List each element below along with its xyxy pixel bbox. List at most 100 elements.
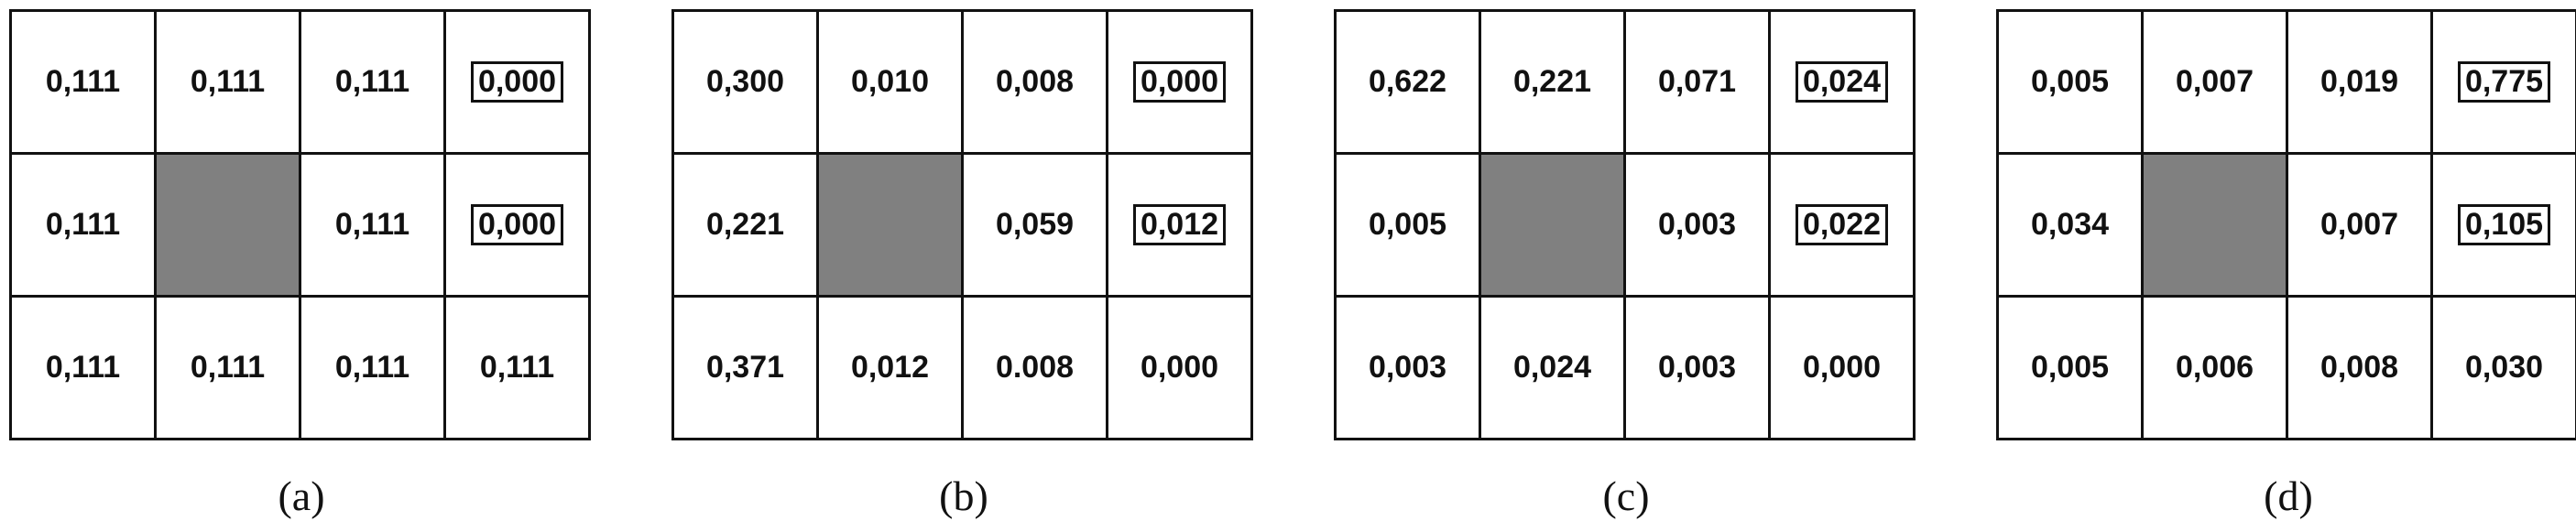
state-cell: 0,005 [1999, 12, 2144, 155]
obstacle-cell [157, 155, 301, 298]
cell-value: 0,003 [1368, 350, 1447, 385]
cell-value: 0,003 [1657, 350, 1737, 385]
state-cell: 0,034 [1999, 155, 2144, 298]
cell-value: 0,000 [1140, 350, 1219, 385]
terminal-value: 0,024 [1795, 60, 1889, 103]
state-cell: 0,019 [2288, 12, 2433, 155]
terminal-state-cell: 0,105 [2433, 155, 2576, 298]
panel-caption: (d) [2264, 472, 2313, 519]
cell-value: 0,005 [2030, 64, 2110, 99]
cell-value: 0,003 [1657, 207, 1737, 242]
cell-value: 0,371 [705, 350, 785, 385]
cell-value: 0,007 [2175, 64, 2254, 99]
state-cell: 0,059 [964, 155, 1108, 298]
cell-value: 0,221 [705, 207, 785, 242]
panel-caption: (a) [278, 472, 325, 519]
cell-value: 0,030 [2464, 350, 2544, 385]
cell-value: 0,007 [2319, 207, 2399, 242]
cell-value: 0,111 [479, 350, 555, 385]
panel-caption: (b) [939, 472, 988, 519]
state-cell: 0,005 [1337, 155, 1481, 298]
probability-grid: 0,111 0,111 0,111 0,000 0,111 0,111 0,000 0,111… [9, 9, 591, 440]
state-cell: 0,006 [2144, 298, 2288, 440]
state-cell: 0,000 [1108, 298, 1253, 440]
grid-panel: 0,622 0,221 0,071 0,024 0,005 0,003 0,022 0,003… [1334, 9, 1918, 519]
state-cell: 0,000 [1771, 298, 1916, 440]
cell-value: 0,005 [2030, 350, 2110, 385]
cell-value: 0,005 [1368, 207, 1447, 242]
panel-caption: (c) [1602, 472, 1650, 519]
obstacle-cell [2144, 155, 2288, 298]
cell-value: 0,111 [190, 350, 266, 385]
cell-value: 0,034 [2030, 207, 2110, 242]
terminal-state-cell: 0,022 [1771, 155, 1916, 298]
cell-value: 0,000 [1802, 350, 1882, 385]
state-cell: 0,300 [674, 12, 819, 155]
state-cell: 0,012 [819, 298, 964, 440]
probability-grid: 0,300 0,010 0,008 0,000 0,221 0,059 0,012 0,371… [671, 9, 1253, 440]
state-cell: 0,010 [819, 12, 964, 155]
cell-value: 0,008 [995, 64, 1075, 99]
cell-value: 0,008 [2319, 350, 2399, 385]
state-cell: 0,003 [1626, 298, 1771, 440]
cell-value: 0,010 [850, 64, 930, 99]
terminal-value: 0,000 [470, 203, 564, 246]
cell-value: 0,024 [1512, 350, 1592, 385]
state-cell: 0,003 [1626, 155, 1771, 298]
state-cell: 0,111 [301, 298, 446, 440]
state-cell: 0,071 [1626, 12, 1771, 155]
state-cell: 0,003 [1337, 298, 1481, 440]
state-cell: 0,024 [1481, 298, 1626, 440]
state-cell: 0,030 [2433, 298, 2576, 440]
cell-value: 0,111 [334, 64, 410, 99]
cell-value: 0,111 [334, 207, 410, 242]
terminal-state-cell: 0,024 [1771, 12, 1916, 155]
cell-value: 0,622 [1368, 64, 1447, 99]
terminal-value: 0,105 [2457, 203, 2551, 246]
grid-panel: 0,005 0,007 0,019 0,775 0,034 0,007 0,105 0,005… [1996, 9, 2576, 519]
cell-value: 0,111 [45, 64, 121, 99]
terminal-state-cell: 0,775 [2433, 12, 2576, 155]
state-cell: 0,111 [301, 12, 446, 155]
probability-grid: 0,622 0,221 0,071 0,024 0,005 0,003 0,022 0,003… [1334, 9, 1916, 440]
grid-panel: 0,111 0,111 0,111 0,000 0,111 0,111 0,000 0,111… [9, 9, 594, 519]
state-cell: 0,007 [2288, 155, 2433, 298]
state-cell: 0.008 [964, 298, 1108, 440]
cell-value: 0,059 [995, 207, 1075, 242]
terminal-state-cell: 0,000 [1108, 12, 1253, 155]
terminal-state-cell: 0,000 [446, 155, 591, 298]
obstacle-cell [1481, 155, 1626, 298]
grid-panel: 0,300 0,010 0,008 0,000 0,221 0,059 0,012 0,371… [671, 9, 1256, 519]
state-cell: 0,111 [12, 155, 157, 298]
cell-value: 0,006 [2175, 350, 2254, 385]
state-cell: 0,007 [2144, 12, 2288, 155]
cell-value: 0,071 [1657, 64, 1737, 99]
state-cell: 0,111 [157, 298, 301, 440]
terminal-value: 0,000 [1132, 60, 1227, 103]
state-cell: 0,111 [12, 298, 157, 440]
cell-value: 0,111 [190, 64, 266, 99]
terminal-value: 0,000 [470, 60, 564, 103]
state-cell: 0,008 [964, 12, 1108, 155]
cell-value: 0,019 [2319, 64, 2399, 99]
cell-value: 0,012 [850, 350, 930, 385]
state-cell: 0,008 [2288, 298, 2433, 440]
state-cell: 0,111 [446, 298, 591, 440]
state-cell: 0,005 [1999, 298, 2144, 440]
cell-value: 0,221 [1512, 64, 1592, 99]
state-cell: 0,221 [674, 155, 819, 298]
cell-value: 0,111 [45, 207, 121, 242]
probability-grid: 0,005 0,007 0,019 0,775 0,034 0,007 0,105 0,005… [1996, 9, 2576, 440]
state-cell: 0,111 [301, 155, 446, 298]
terminal-value: 0,012 [1132, 203, 1227, 246]
state-cell: 0,371 [674, 298, 819, 440]
terminal-value: 0,775 [2457, 60, 2551, 103]
state-cell: 0,111 [157, 12, 301, 155]
obstacle-cell [819, 155, 964, 298]
state-cell: 0,622 [1337, 12, 1481, 155]
terminal-state-cell: 0,012 [1108, 155, 1253, 298]
cell-value: 0,111 [334, 350, 410, 385]
state-cell: 0,111 [12, 12, 157, 155]
cell-value: 0,300 [705, 64, 785, 99]
terminal-state-cell: 0,000 [446, 12, 591, 155]
